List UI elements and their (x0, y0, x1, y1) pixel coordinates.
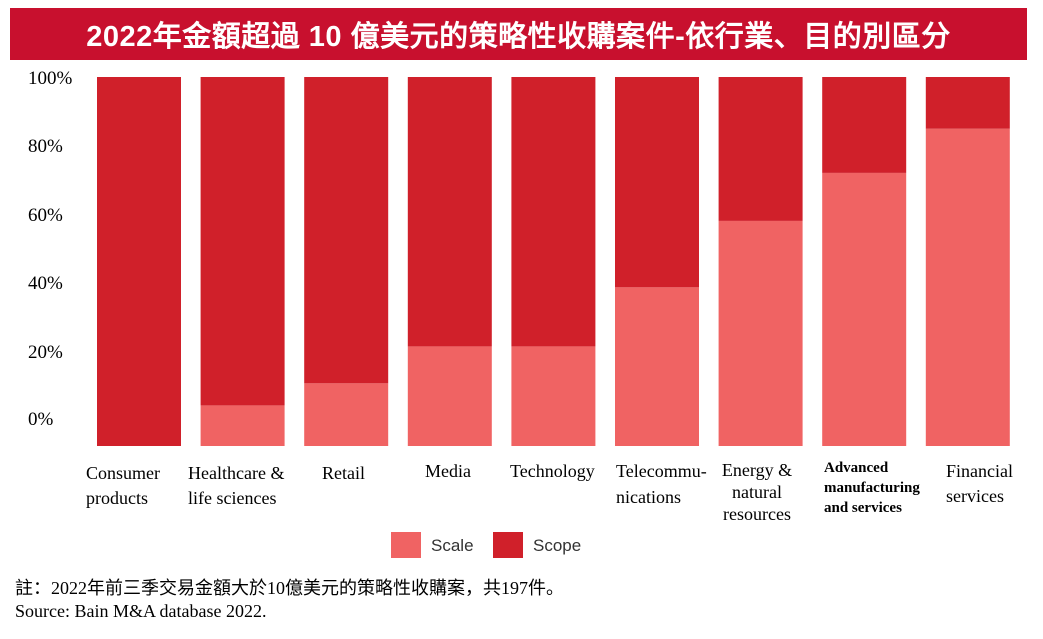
x-tick-label: Healthcare & life sciences (188, 463, 284, 508)
y-tick-label: 100% (28, 68, 73, 89)
bar-scale-3 (304, 383, 389, 446)
bar-scope-1 (97, 77, 181, 446)
legend-swatch-scope (493, 532, 523, 558)
bar-scale-7 (718, 220, 803, 446)
y-tick-label: 40% (28, 273, 63, 294)
y-tick-label: 60% (28, 205, 63, 226)
x-tick-label: Consumer products (86, 463, 160, 508)
legend-label-scope: Scope (533, 536, 581, 555)
x-tick-label: Technology (510, 461, 595, 481)
bar-scale-9 (925, 128, 1010, 446)
bar-scope-7 (718, 77, 803, 221)
bar-scope-4 (407, 77, 492, 347)
bar-scale-5 (511, 346, 596, 446)
x-tick-label: Financial services (946, 461, 1013, 506)
chart-title: 2022年金額超過 10 億美元的策略性收購案件-依行業、目的別區分 (86, 21, 951, 53)
legend-label-scale: Scale (431, 536, 474, 555)
bar-scope-3 (304, 77, 389, 384)
x-tick-label: Telecommu-nications (616, 461, 707, 507)
x-tick-label: Media (425, 461, 471, 481)
x-tick-label: Advanced manufacturing and services (824, 460, 920, 516)
y-tick-label: 0% (28, 409, 54, 430)
bar-scope-2 (200, 77, 285, 406)
bar-scale-4 (407, 346, 492, 446)
bar-scope-6 (615, 77, 699, 288)
x-tick-label: Retail (322, 463, 365, 483)
x-tick-label: Energy & natural resources (722, 460, 792, 524)
bars-group (97, 77, 1010, 446)
bar-scope-5 (511, 77, 596, 347)
x-axis-labels: Consumer products Healthcare & life science… (86, 460, 1013, 524)
title-banner: 2022年金額超過 10 億美元的策略性收購案件-依行業、目的別區分 (10, 8, 1027, 60)
footnote-source: Source: Bain M&A database 2022. (15, 601, 267, 621)
bar-scale-2 (200, 405, 285, 446)
bar-scale-6 (615, 287, 699, 446)
y-tick-label: 80% (28, 136, 63, 157)
bar-scope-9 (925, 77, 1010, 129)
footnote-note: 註：2022年前三季交易金額大於10億美元的策略性收購案，共197件。 (15, 578, 564, 598)
bar-scope-8 (822, 77, 907, 173)
y-tick-label: 20% (28, 342, 63, 363)
bar-scale-8 (822, 172, 907, 446)
y-axis: 100% 80% 60% 40% 20% 0% (28, 68, 73, 430)
legend: Scale Scope (391, 532, 581, 558)
legend-swatch-scale (391, 532, 421, 558)
